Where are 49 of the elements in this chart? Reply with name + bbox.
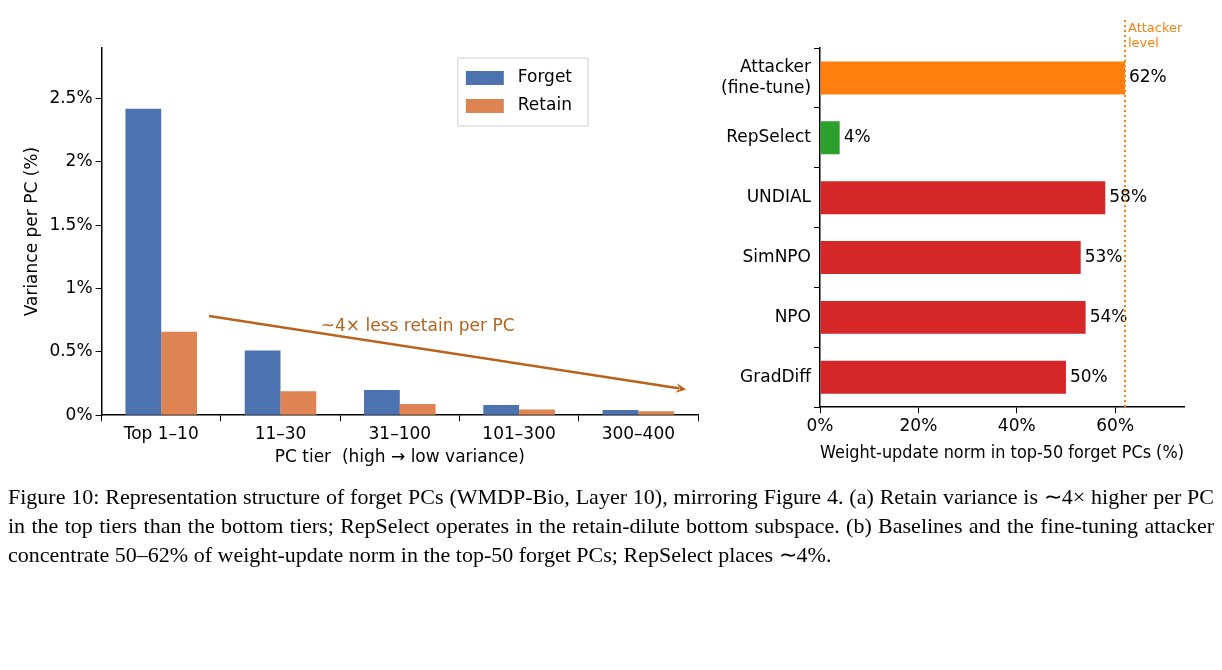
data-label: 58% [1109,186,1148,207]
x-tick-label: 31–100 [368,422,432,443]
bar [820,181,1106,215]
data-label: 53% [1084,245,1123,266]
data-label: 4% [843,126,871,147]
y-tick-label: 0.5% [49,340,93,361]
bar [125,108,162,415]
x-axis-title: PC tier (high → low variance) [274,446,525,467]
bar [280,391,317,415]
bar [820,121,840,155]
bar [602,409,639,415]
bar [364,389,400,415]
y-tick-label: 2% [65,150,93,171]
data-label: 54% [1089,305,1128,326]
y-tick-label: SimNPO [742,245,812,266]
caption: Figure 10: Representation structure of forget PCs (WMDP-Bio, Layer 10), mirroring Figure 4. (a) Retain variance is ∼4× higher per PC in the top tiers than the bottom tiers; RepSelect operates in the retain-dilute bottom subspace. (b) Baselines and the fine-tuning attacker concentrate 50–62% of weight-update norm in the top-50 forget PCs; RepSelect places ∼4%. [8,483,1214,569]
legend-label: Retain [517,94,572,115]
bar [399,404,436,415]
x-tick-label: 0% [806,414,834,435]
data-label: 62% [1128,66,1167,87]
x-tick-label: 11–30 [254,422,307,443]
ref-line-label: Attacker level [1127,19,1184,50]
bar [638,411,675,415]
data-label: 50% [1069,365,1108,386]
x-tick-label: 300–400 [601,422,676,443]
y-tick-label: GradDiff [740,365,813,386]
y-tick-label: 2.5% [49,87,93,108]
y-tick-label: NPO [774,305,812,326]
bar [244,350,281,415]
bar [820,241,1081,274]
x-tick-label: 20% [899,414,938,435]
bar [820,360,1066,394]
bar [820,300,1086,334]
legend-label: Forget [517,66,573,87]
x-tick-label: 60% [1096,414,1135,435]
annotation: ~4× less retain per PC [320,315,515,336]
bar [519,409,555,415]
y-tick-label: 1.5% [49,213,93,234]
y-tick-label: 1% [65,277,93,297]
x-tick-label: Top 1–10 [122,422,199,443]
x-tick-label: 101–300 [482,422,556,443]
x-axis-title: Weight-update norm in top-50 forget PCs (%) [820,442,1184,463]
y-tick-label: RepSelect [726,126,812,147]
y-tick-label: Attacker (fine-tune) [721,56,812,97]
bar [483,405,520,415]
y-tick-label: UNDIAL [746,186,812,207]
x-tick-label: 40% [997,414,1036,435]
y-axis-title: Variance per PC (%) [20,146,41,317]
bar [161,331,198,415]
